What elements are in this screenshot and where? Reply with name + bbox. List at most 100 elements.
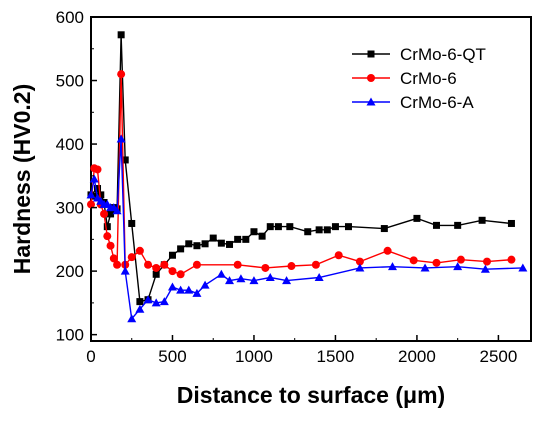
data-point-crmo-6 [103, 232, 112, 241]
data-point-crmo-6-a [453, 262, 463, 271]
data-point-crmo-6 [355, 257, 364, 266]
data-point-crmo-6-qt [234, 235, 242, 243]
data-point-crmo-6-a [480, 264, 490, 273]
plot-frame [90, 16, 532, 342]
data-point-crmo-6 [113, 260, 122, 269]
data-point-crmo-6-qt [201, 240, 209, 248]
data-point-crmo-6 [135, 246, 144, 255]
data-point-crmo-6-qt [323, 226, 331, 234]
data-point-crmo-6-a [518, 263, 528, 272]
data-point-crmo-6-qt [344, 223, 352, 231]
data-point-crmo-6-qt [103, 223, 111, 231]
data-point-crmo-6-a [116, 134, 126, 143]
data-point-crmo-6-qt [168, 251, 176, 259]
data-point-crmo-6-qt [274, 223, 282, 231]
data-point-crmo-6-a [112, 206, 122, 215]
data-point-crmo-6-a [120, 266, 130, 275]
data-point-crmo-6-qt [315, 226, 323, 234]
y-tick-label: 200 [56, 262, 84, 281]
data-point-crmo-6 [383, 246, 392, 255]
data-point-crmo-6-qt [97, 191, 105, 199]
data-point-crmo-6-qt [507, 219, 515, 227]
data-point-crmo-6 [87, 200, 95, 209]
data-point-crmo-6-a [236, 274, 246, 283]
data-point-crmo-6-a [176, 285, 186, 294]
data-point-crmo-6-qt [185, 240, 193, 248]
y-tick-label: 500 [56, 72, 84, 91]
data-point-crmo-6 [233, 260, 242, 269]
data-point-crmo-6-qt [286, 223, 294, 231]
data-point-crmo-6 [176, 270, 185, 279]
data-point-crmo-6-a [135, 304, 145, 313]
data-point-crmo-6-a [127, 314, 137, 323]
data-point-crmo-6-qt [152, 270, 160, 278]
data-point-crmo-6-a [167, 282, 177, 291]
data-point-crmo-6-qt [266, 223, 274, 231]
data-point-crmo-6-qt [478, 216, 486, 224]
data-point-crmo-6-qt [413, 214, 421, 222]
data-point-crmo-6-qt [250, 228, 258, 236]
data-point-crmo-6 [160, 260, 169, 269]
data-point-crmo-6 [117, 70, 126, 79]
data-point-crmo-6 [483, 257, 491, 266]
data-series [86, 31, 528, 323]
data-point-crmo-6-qt [331, 223, 339, 231]
data-point-crmo-6-a [265, 272, 275, 281]
data-point-crmo-6-a [184, 285, 194, 294]
x-tick-label: 0 [86, 347, 95, 366]
data-point-crmo-6-qt [128, 219, 136, 227]
data-point-crmo-6-qt [177, 245, 185, 253]
x-tick-label: 2000 [398, 347, 436, 366]
data-point-crmo-6-qt [242, 235, 250, 243]
plot-area [90, 16, 532, 342]
data-point-crmo-6-qt [121, 156, 129, 164]
data-point-crmo-6-a [159, 297, 169, 306]
x-tick-label: 500 [158, 347, 186, 366]
data-point-crmo-6 [93, 165, 102, 174]
data-point-crmo-6-qt [209, 234, 217, 242]
x-tick-label: 2500 [479, 347, 517, 366]
data-point-crmo-6-a [143, 295, 153, 304]
data-point-crmo-6 [100, 209, 109, 218]
data-point-crmo-6-a [420, 263, 430, 272]
legend-label-crmo-6: CrMo-6 [400, 69, 457, 88]
legend-marker-crmo-6-a [366, 97, 376, 106]
legend: CrMo-6-QT CrMo-6 CrMo-6-A [352, 45, 486, 112]
data-point-crmo-6-qt [136, 298, 144, 306]
data-point-crmo-6-a [151, 298, 161, 307]
data-point-crmo-6-qt [90, 192, 98, 200]
data-point-crmo-6-qt [432, 221, 440, 229]
legend-label-crmo-6-a: CrMo-6-A [400, 93, 474, 112]
data-point-crmo-6-qt [94, 185, 102, 193]
data-point-crmo-6-a [86, 190, 96, 199]
data-point-crmo-6-a [89, 174, 99, 183]
data-point-crmo-6-a [192, 288, 202, 297]
data-point-crmo-6-a [216, 269, 226, 278]
y-axis-title: Hardness (HV0.2) [9, 84, 35, 274]
data-point-crmo-6-qt [117, 31, 125, 39]
data-point-crmo-6 [168, 267, 177, 276]
data-point-crmo-6 [311, 260, 320, 269]
data-point-crmo-6-a [225, 276, 235, 285]
x-tick-label: 1500 [317, 347, 355, 366]
data-point-crmo-6-qt [226, 240, 234, 248]
data-point-crmo-6 [261, 263, 270, 272]
data-point-crmo-6-a [314, 272, 324, 281]
legend-marker-crmo-6 [367, 74, 375, 82]
data-point-crmo-6-a [249, 276, 259, 285]
data-point-crmo-6 [334, 251, 343, 260]
y-tick-label: 300 [56, 199, 84, 218]
legend-marker-crmo-6-qt [367, 50, 375, 58]
x-axis-title: Distance to surface (μm) [177, 382, 445, 408]
data-point-crmo-6 [144, 260, 153, 269]
y-tick-label: 400 [56, 135, 84, 154]
data-point-crmo-6-qt [258, 232, 266, 240]
data-point-crmo-6 [432, 258, 441, 267]
axis-ticks: 0 500 1000 1500 2000 2500 100 200 300 400 500 600 [56, 8, 518, 366]
data-point-crmo-6 [507, 255, 516, 264]
data-point-crmo-6-a [200, 280, 210, 289]
data-point-crmo-6-a [355, 263, 365, 272]
x-tick-label: 1000 [235, 347, 273, 366]
y-tick-label: 100 [56, 326, 84, 345]
